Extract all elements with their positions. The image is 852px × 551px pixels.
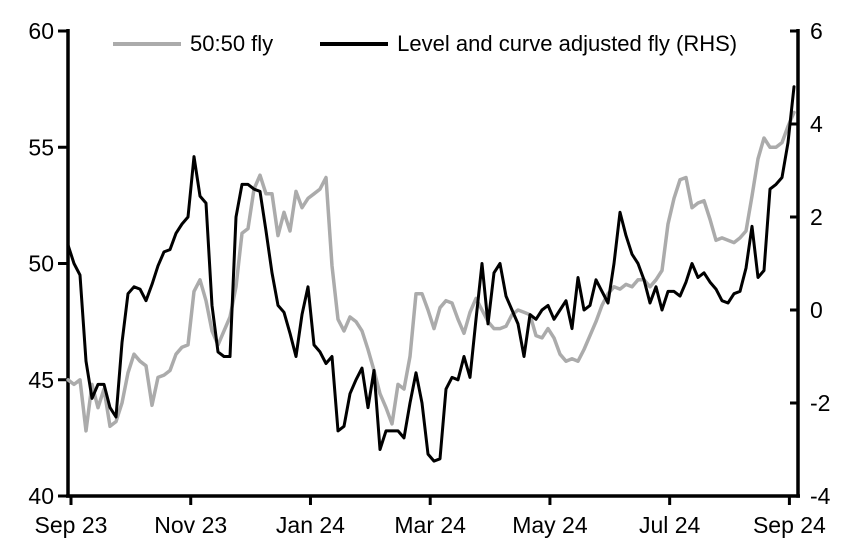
x-axis-tick-label: Mar 24: [394, 512, 466, 538]
y-axis-right-tick-label: -4: [810, 483, 831, 509]
legend-item-5050-fly: 50:50 fly: [113, 33, 273, 55]
x-axis-tick-label: May 24: [512, 512, 588, 538]
y-axis-left-tick-label: 55: [28, 134, 54, 160]
y-axis-right-tick-label: 4: [810, 111, 823, 137]
x-axis-tick-label: Sep 23: [35, 512, 108, 538]
y-axis-left-tick-label: 60: [28, 18, 54, 44]
x-axis-tick-label: Jan 24: [276, 512, 345, 538]
black-line-swatch: [320, 42, 389, 46]
legend: 50:50 fly Level and curve adjusted fly (…: [113, 33, 737, 55]
gray-line-swatch: [113, 42, 181, 46]
y-axis-left-tick-label: 50: [28, 251, 54, 277]
y-axis-left-tick-label: 40: [28, 483, 54, 509]
legend-label-adjusted-fly: Level and curve adjusted fly (RHS): [397, 31, 738, 56]
legend-label-5050-fly: 50:50 fly: [190, 31, 274, 56]
y-axis-right-tick-label: -2: [810, 390, 830, 416]
series-line-level-and-curve-adjusted-fly-rhs-: [66, 85, 796, 463]
x-axis-tick-label: Sep 24: [753, 512, 826, 538]
y-axis-right-tick-label: 2: [810, 204, 823, 230]
series-line-50-50-fly: [66, 110, 796, 433]
y-axis-right-tick-label: 6: [810, 18, 823, 44]
legend-item-adjusted-fly: Level and curve adjusted fly (RHS): [320, 33, 737, 55]
y-axis-right-tick-label: 0: [810, 297, 823, 323]
y-axis-left-tick-label: 45: [28, 367, 54, 393]
x-axis-tick-label: Jul 24: [639, 512, 701, 538]
x-axis-tick-label: Nov 23: [154, 512, 227, 538]
